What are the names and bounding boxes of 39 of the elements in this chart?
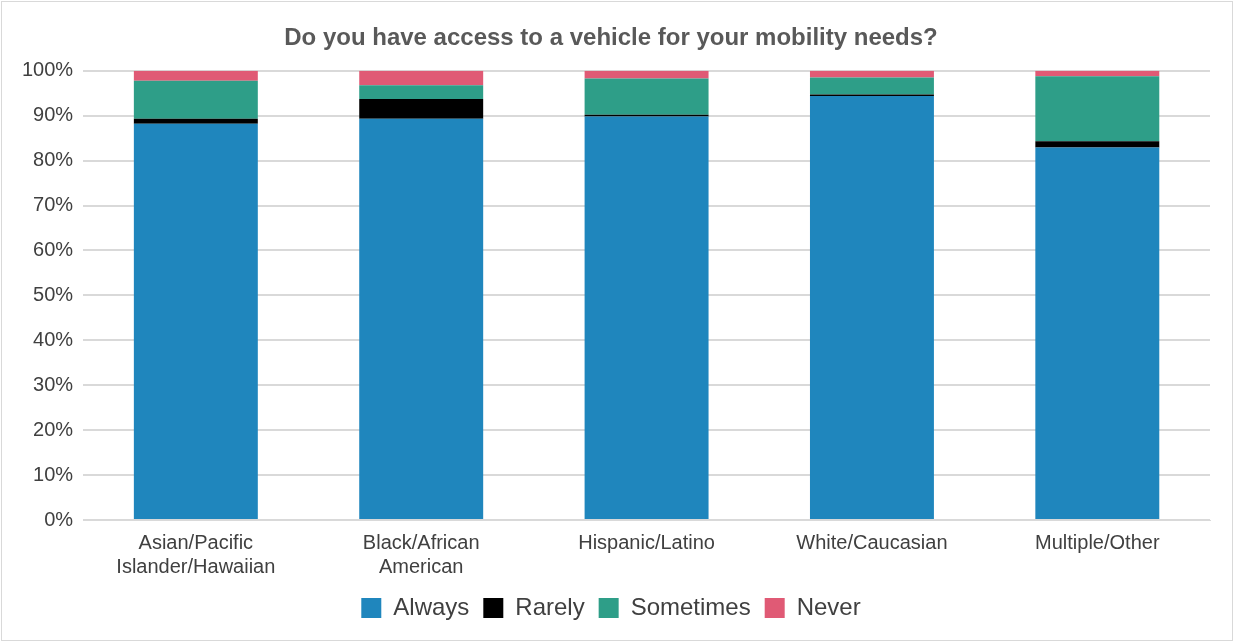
bar: [359, 85, 484, 100]
y-tick-label: 0%: [44, 507, 74, 530]
x-tick-label: Asian/Pacific Islander/Hawaiian: [116, 530, 276, 577]
legend-label: Rarely: [515, 592, 585, 620]
bar: [809, 95, 934, 519]
y-tick-label: 100%: [22, 58, 74, 81]
y-tick-label: 50%: [33, 282, 74, 305]
y-tick-label: 60%: [33, 238, 74, 260]
y-tick-label: 30%: [33, 372, 74, 395]
bar: [584, 78, 709, 115]
y-tick-label: 10%: [33, 462, 74, 485]
legend-label: Sometimes: [630, 592, 751, 620]
bar: [1035, 76, 1160, 142]
bar: [133, 70, 258, 81]
chart-title: Do you have access to a vehicle for your mobility needs?: [284, 23, 938, 51]
y-tick-label: 80%: [33, 148, 74, 171]
bar: [584, 70, 709, 79]
bar: [1035, 70, 1160, 77]
bar: [1035, 141, 1160, 148]
bar: [133, 80, 258, 119]
y-tick-label: 70%: [33, 193, 74, 216]
x-tick-label: Multiple/Other: [1035, 530, 1160, 553]
bar: [359, 70, 484, 86]
legend-label: Never: [796, 592, 861, 620]
x-tick-label: Hispanic/Latino: [578, 530, 715, 553]
x-tick-label: Black/African American: [362, 530, 480, 577]
y-tick-label: 20%: [33, 417, 74, 440]
bar: [1035, 147, 1160, 519]
bar: [133, 118, 258, 124]
bar: [809, 77, 934, 95]
bar: [359, 118, 484, 519]
y-tick-label: 90%: [33, 103, 74, 126]
legend-label: Always: [393, 592, 470, 620]
x-tick-label: White/Caucasian: [796, 530, 948, 553]
bar: [809, 70, 934, 78]
bar: [133, 123, 258, 519]
bar: [584, 116, 709, 519]
y-tick-label: 40%: [33, 327, 74, 350]
bar: [359, 99, 484, 119]
